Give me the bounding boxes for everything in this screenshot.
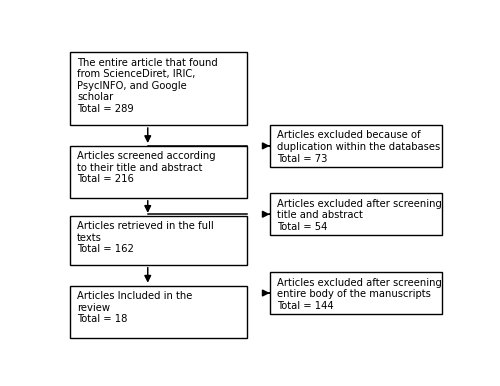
- FancyBboxPatch shape: [70, 146, 246, 198]
- Text: Articles screened according
to their title and abstract
Total = 216: Articles screened according to their tit…: [77, 151, 216, 185]
- FancyBboxPatch shape: [70, 286, 246, 338]
- Text: The entire article that found
from ScienceDiret, IRIC,
PsycINFO, and Google
scho: The entire article that found from Scien…: [77, 58, 218, 114]
- FancyBboxPatch shape: [70, 216, 246, 265]
- Text: Articles excluded because of
duplication within the databases
Total = 73: Articles excluded because of duplication…: [277, 130, 440, 164]
- FancyBboxPatch shape: [70, 52, 246, 125]
- FancyBboxPatch shape: [270, 272, 442, 314]
- Text: Articles Included in the
review
Total = 18: Articles Included in the review Total = …: [77, 291, 192, 324]
- FancyBboxPatch shape: [270, 193, 442, 235]
- Text: Articles excluded after screening
entire body of the manuscripts
Total = 144: Articles excluded after screening entire…: [277, 278, 442, 311]
- Text: Articles retrieved in the full
texts
Total = 162: Articles retrieved in the full texts Tot…: [77, 221, 214, 254]
- Text: Articles excluded after screening
title and abstract
Total = 54: Articles excluded after screening title …: [277, 199, 442, 232]
- FancyBboxPatch shape: [270, 125, 442, 167]
